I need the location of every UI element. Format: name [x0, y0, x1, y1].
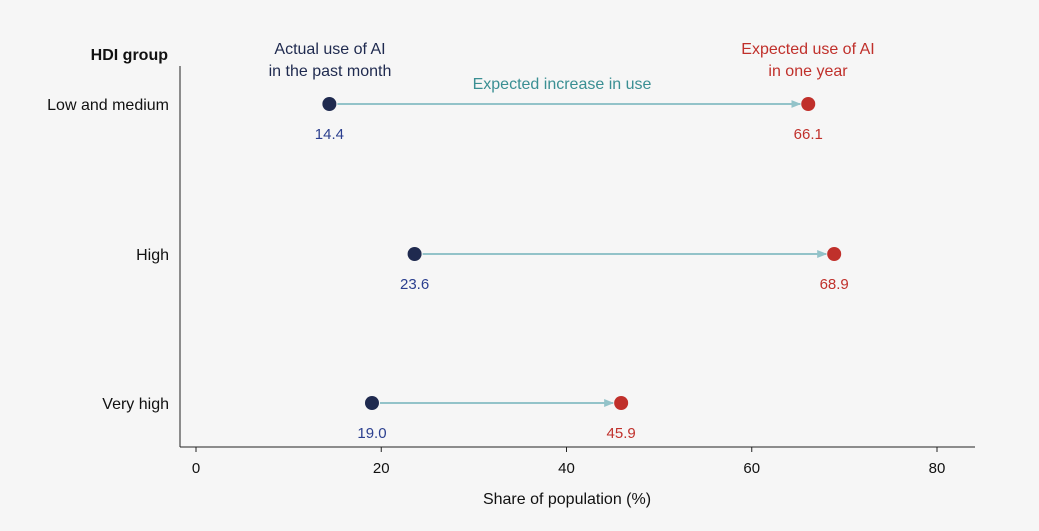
x-tick-label-40: 40 [558, 460, 575, 477]
chart-marks: 0 20 40 60 80 Low and medium 14.4 66.1 High 23.6 6… [47, 97, 945, 477]
category-label: High [136, 247, 169, 264]
expected-value-label: 66.1 [794, 126, 823, 143]
actual-point [407, 247, 422, 261]
actual-point [322, 97, 337, 111]
x-tick-label-60: 60 [743, 460, 760, 477]
expected-point [827, 247, 842, 261]
category-label: Very high [102, 396, 169, 413]
legend-expected-line2: in one year [768, 63, 848, 80]
actual-value-label: 23.6 [400, 276, 429, 293]
expected-point [801, 97, 816, 111]
category-label: Low and medium [47, 97, 169, 114]
x-tick-label-80: 80 [929, 460, 946, 477]
legend-increase-label: Expected increase in use [473, 76, 652, 93]
actual-point [364, 396, 379, 410]
expected-point [614, 396, 629, 410]
x-axis-title: Share of population (%) [483, 491, 651, 508]
x-tick-label-0: 0 [192, 460, 200, 477]
x-tick-label-20: 20 [373, 460, 390, 477]
y-axis-title: HDI group [91, 47, 169, 64]
legend-expected-line1: Expected use of AI [741, 41, 874, 58]
actual-value-label: 19.0 [357, 425, 386, 442]
actual-value-label: 14.4 [315, 126, 344, 143]
legend-actual-line1: Actual use of AI [274, 41, 385, 58]
expected-value-label: 45.9 [607, 425, 636, 442]
legend-actual-line2: in the past month [269, 63, 392, 80]
expected-value-label: 68.9 [820, 276, 849, 293]
